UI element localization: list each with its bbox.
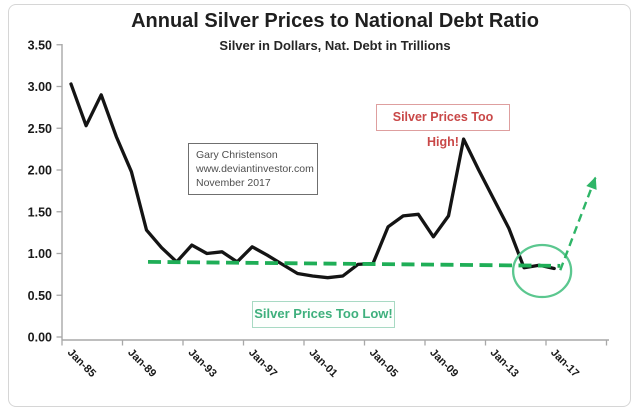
x-axis-label: Jan-97	[246, 347, 279, 380]
silver-debt-ratio-line	[69, 82, 556, 280]
y-axis-label: 0.50	[28, 289, 52, 303]
x-axis-label: Jan-93	[186, 347, 219, 380]
x-axis-label: Jan-85	[65, 347, 98, 380]
chart-border-frame	[8, 4, 631, 407]
y-axis-label: 2.50	[28, 122, 52, 136]
y-axis-label: 1.00	[28, 247, 52, 261]
silver-prices-too-high-label: Silver Prices Too High!	[376, 104, 510, 149]
y-axis-label: 2.00	[28, 164, 52, 178]
credit-line-website: www.deviantinvestor.com	[196, 163, 314, 175]
y-axis-label: 1.50	[28, 205, 52, 219]
y-axis-label: 3.00	[28, 80, 52, 94]
y-axis-label: 0.00	[28, 331, 52, 345]
x-axis-label: Jan-17	[548, 347, 581, 380]
silver-prices-too-low-label: Silver Prices Too Low!	[252, 301, 395, 328]
highlight-circle	[511, 243, 573, 299]
x-axis-label: Jan-09	[427, 347, 460, 380]
credit-line-author: Gary Christenson	[196, 149, 278, 161]
x-axis-label: Jan-13	[488, 347, 521, 380]
x-axis-label: Jan-05	[367, 347, 400, 380]
support-level-dashed-line	[147, 259, 561, 268]
forecast-arrowhead-icon	[586, 176, 597, 190]
credit-box: Gary Christenson www.deviantinvestor.com…	[188, 143, 318, 195]
chart-title: Annual Silver Prices to National Debt Ra…	[131, 10, 539, 32]
y-axis-label: 3.50	[28, 38, 52, 52]
credit-line-date: November 2017	[196, 177, 271, 189]
forecast-arrow-shaft	[559, 176, 597, 271]
x-axis-label: Jan-89	[125, 347, 158, 380]
x-axis-label: Jan-01	[306, 347, 339, 380]
chart-subtitle: Silver in Dollars, Nat. Debt in Trillion…	[219, 38, 451, 53]
